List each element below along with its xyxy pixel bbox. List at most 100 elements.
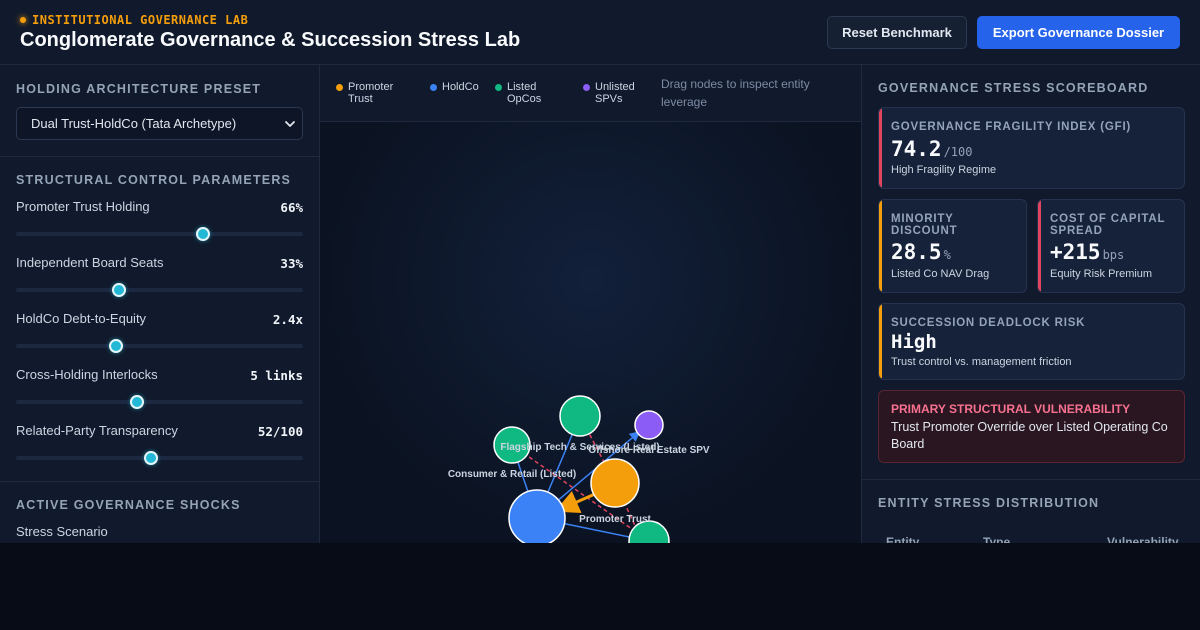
legend-swatch	[336, 84, 343, 91]
minority-value: 28.5	[891, 240, 942, 264]
param-label: Independent Board Seats	[16, 255, 164, 270]
architecture-preset-select[interactable]: Dual Trust-HoldCo (Tata Archetype)	[16, 107, 303, 140]
slider-track[interactable]	[16, 288, 303, 292]
param-value: 33%	[280, 256, 303, 271]
legend-label: HoldCo	[442, 81, 479, 93]
scoreboard-panel: GOVERNANCE STRESS SCOREBOARD GOVERNANCE …	[861, 65, 1200, 543]
stress-scenario-label: Stress Scenario	[16, 524, 108, 539]
legend-item-listed-opcos: Listed OpCos	[495, 81, 565, 105]
preset-section: HOLDING ARCHITECTURE PRESET Dual Trust-H…	[0, 65, 319, 157]
drag-hint: Drag nodes to inspect entity leverage	[661, 77, 810, 109]
gfi-card: GOVERNANCE FRAGILITY INDEX (GFI) 74.2/10…	[878, 107, 1185, 189]
slider-track[interactable]	[16, 232, 303, 236]
shocks-heading: ACTIVE GOVERNANCE SHOCKS	[16, 498, 241, 512]
gfi-value-line: 74.2/100	[891, 137, 972, 161]
capital-unit: bps	[1102, 248, 1125, 262]
succession-risk-card: SUCCESSION DEADLOCK RISK High Trust cont…	[878, 303, 1185, 380]
param-value: 52/100	[257, 424, 303, 439]
card-accent-bar	[879, 108, 882, 188]
edge-trust-holdco	[554, 490, 596, 513]
gfi-label: GOVERNANCE FRAGILITY INDEX (GFI)	[891, 121, 1132, 133]
entity-network-graph[interactable]: Flagship Tech & Services (Listed) Offsho…	[320, 122, 861, 543]
minority-unit: %	[943, 248, 951, 262]
slider-track[interactable]	[16, 456, 303, 460]
gfi-desc: High Fragility Regime	[891, 164, 997, 176]
legend-label: Listed OpCos	[507, 81, 542, 105]
app-window: INSTITUTIONAL GOVERNANCE LAB Conglomerat…	[0, 0, 1200, 543]
chevron-down-icon	[285, 121, 295, 127]
param-label: Promoter Trust Holding	[16, 199, 150, 214]
export-dossier-button[interactable]: Export Governance Dossier	[977, 16, 1180, 49]
gfi-unit: /100	[943, 145, 973, 159]
param-label: HoldCo Debt-to-Equity	[16, 311, 147, 326]
control-sidebar: HOLDING ARCHITECTURE PRESET Dual Trust-H…	[0, 65, 320, 543]
table-header-type[interactable]: Type	[983, 535, 1011, 543]
legend-swatch	[430, 84, 437, 91]
slider-track[interactable]	[16, 400, 303, 404]
minority-value-line: 28.5%	[891, 240, 951, 264]
capital-desc: Equity Risk Premium	[1050, 268, 1153, 280]
node-listed-tech[interactable]	[559, 395, 601, 437]
top-header: INSTITUTIONAL GOVERNANCE LAB Conglomerat…	[0, 0, 1200, 65]
succession-label: SUCCESSION DEADLOCK RISK	[891, 317, 1086, 329]
card-accent-bar	[879, 304, 882, 379]
param-value: 5 links	[250, 368, 303, 383]
edge-tech-trust-dashed	[579, 415, 616, 484]
shocks-section: ACTIVE GOVERNANCE SHOCKS Stress Scenario	[0, 482, 319, 543]
node-holdco[interactable]	[508, 489, 566, 543]
minority-label: MINORITY DISCOUNT	[891, 213, 958, 237]
node-unlisted-spv[interactable]	[634, 410, 664, 440]
node-label-tech: Flagship Tech & Services (Listed)	[500, 442, 659, 453]
slider-thumb[interactable]	[129, 395, 144, 409]
page-title: Conglomerate Governance & Succession Str…	[20, 29, 521, 51]
slider-thumb[interactable]	[143, 451, 158, 465]
distribution-heading: ENTITY STRESS DISTRIBUTION	[878, 496, 1100, 510]
gfi-value: 74.2	[891, 137, 942, 161]
eyebrow-label: INSTITUTIONAL GOVERNANCE LAB	[32, 13, 249, 27]
param-independent-board-seats: Independent Board Seats 33%	[16, 255, 303, 305]
capital-value: +215	[1050, 240, 1101, 264]
card-accent-bar	[1038, 200, 1041, 292]
legend-swatch	[583, 84, 590, 91]
minority-desc: Listed Co NAV Drag	[891, 268, 990, 280]
legend-item-promoter-trust: Promoter Trust	[336, 81, 416, 105]
network-canvas-panel: Promoter Trust HoldCo Listed OpCos Unlis…	[320, 65, 861, 543]
param-value: 66%	[280, 200, 303, 215]
succession-value: High	[891, 331, 937, 353]
vulnerability-body: Trust Promoter Override over Listed Oper…	[891, 420, 1168, 451]
param-holdco-debt-to-equity: HoldCo Debt-to-Equity 2.4x	[16, 311, 303, 361]
param-related-party-transparency: Related-Party Transparency 52/100	[16, 423, 303, 473]
reset-benchmark-button[interactable]: Reset Benchmark	[827, 16, 967, 49]
slider-thumb[interactable]	[109, 339, 124, 353]
param-cross-holding-interlocks: Cross-Holding Interlocks 5 links	[16, 367, 303, 417]
preset-heading: HOLDING ARCHITECTURE PRESET	[16, 82, 262, 96]
param-label: Cross-Holding Interlocks	[16, 367, 158, 382]
legend-bar: Promoter Trust HoldCo Listed OpCos Unlis…	[320, 65, 861, 122]
param-label: Related-Party Transparency	[16, 423, 178, 438]
card-accent-bar	[879, 200, 882, 292]
minority-discount-card: MINORITY DISCOUNT 28.5% Listed Co NAV Dr…	[878, 199, 1027, 293]
scoreboard-section: GOVERNANCE STRESS SCOREBOARD GOVERNANCE …	[862, 65, 1200, 480]
capital-value-line: +215 bps	[1050, 240, 1124, 264]
parameters-section: STRUCTURAL CONTROL PARAMETERS Promoter T…	[0, 157, 319, 482]
param-promoter-trust-holding: Promoter Trust Holding 66%	[16, 199, 303, 249]
page-background	[0, 543, 1200, 630]
succession-desc: Trust control vs. management friction	[891, 356, 1072, 368]
primary-vulnerability-alert: PRIMARY STRUCTURAL VULNERABILITY Trust P…	[878, 390, 1185, 463]
preset-selected-value: Dual Trust-HoldCo (Tata Archetype)	[31, 116, 237, 131]
slider-thumb[interactable]	[112, 283, 127, 297]
node-promoter-trust[interactable]	[590, 458, 640, 508]
node-listed-consumer[interactable]	[493, 426, 531, 464]
lab-eyebrow: INSTITUTIONAL GOVERNANCE LAB	[20, 13, 248, 27]
legend-item-unlisted-spvs: Unlisted SPVs	[583, 81, 649, 105]
legend-label: Unlisted SPVs	[595, 81, 635, 105]
node-listed-opco[interactable]	[628, 520, 670, 543]
table-header-vulnerability[interactable]: Vulnerability	[1107, 535, 1179, 543]
status-dot-icon	[20, 17, 26, 23]
parameters-heading: STRUCTURAL CONTROL PARAMETERS	[16, 173, 292, 187]
legend-label: Promoter Trust	[348, 81, 394, 105]
slider-track[interactable]	[16, 344, 303, 348]
node-label-spv: Offshore Real Estate SPV	[588, 445, 709, 456]
table-header-entity[interactable]: Entity	[886, 535, 920, 543]
slider-thumb[interactable]	[195, 227, 210, 241]
